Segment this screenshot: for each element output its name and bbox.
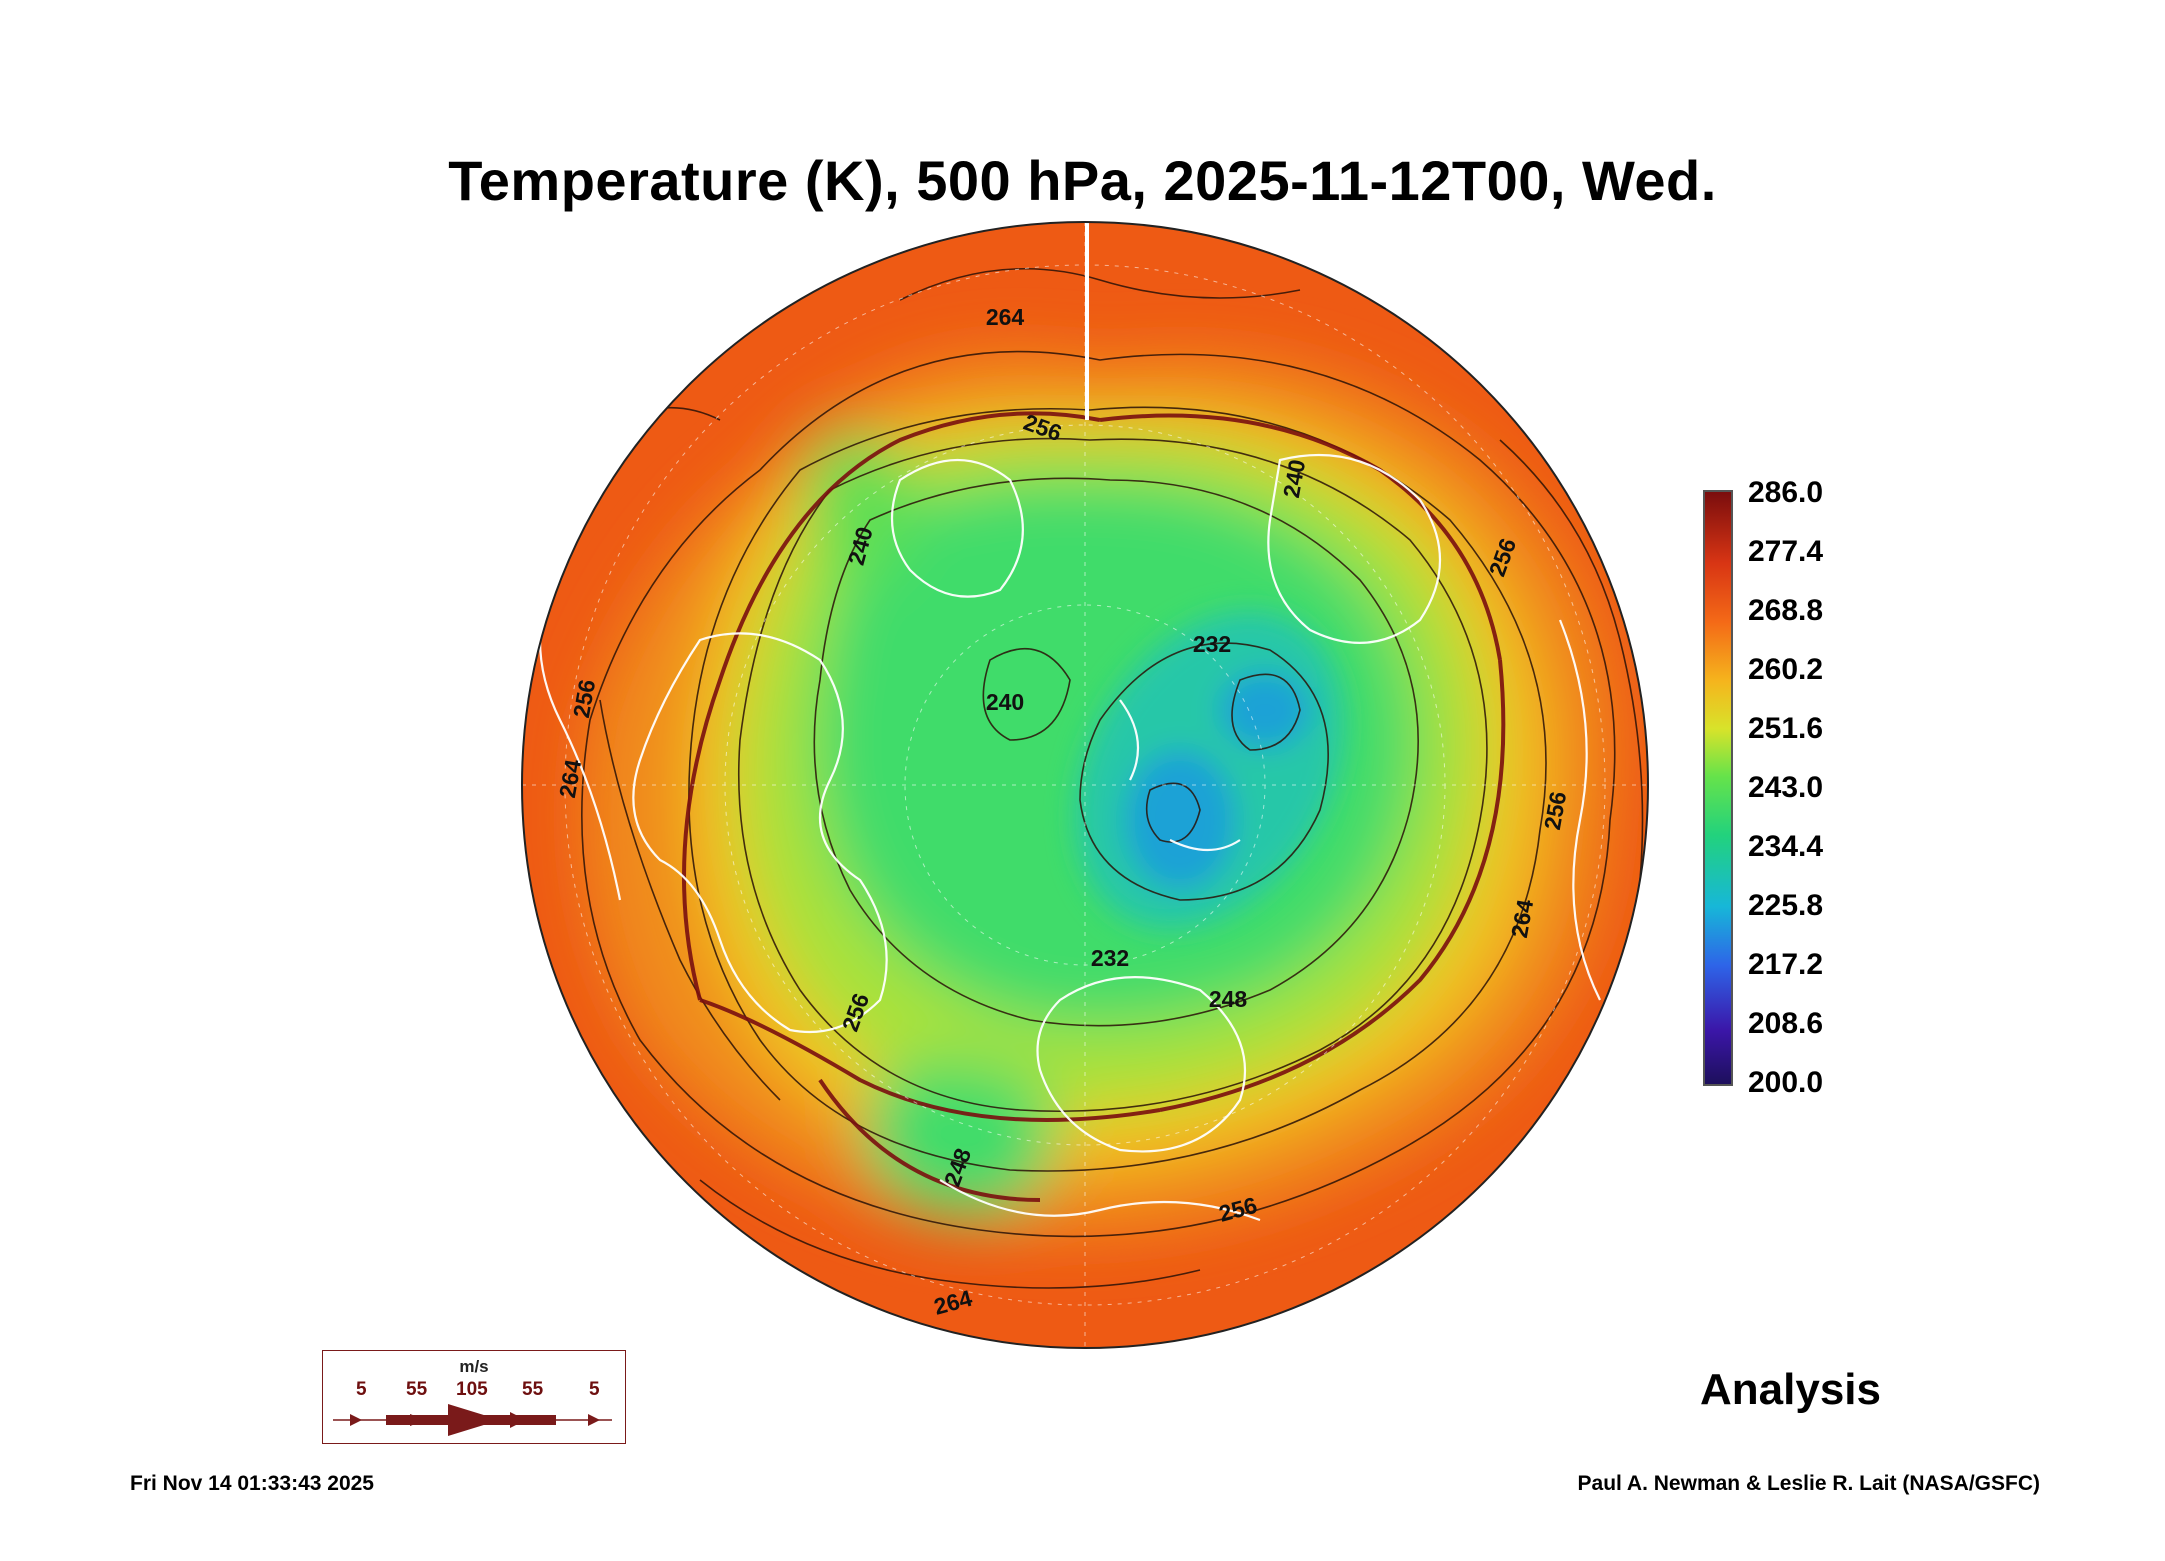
wind-legend-arrow: [333, 1404, 612, 1436]
credit: Paul A. Newman & Leslie R. Lait (NASA/GS…: [1577, 1472, 2040, 1495]
wind-legend-value: 105: [456, 1379, 488, 1400]
contour-label: 232: [1091, 945, 1129, 971]
colorbar-label: 251.6: [1748, 712, 1824, 745]
wind-legend-value: 5: [589, 1379, 600, 1400]
wind-legend-value: 55: [406, 1379, 428, 1400]
colorbar-label: 217.2: [1748, 948, 1824, 981]
coastlines: [538, 453, 1601, 1222]
contour-label: 240: [986, 689, 1024, 715]
contour-label: 264: [986, 304, 1025, 330]
map-title: Temperature (K), 500 hPa, 2025-11-12T00,…: [448, 149, 1717, 212]
colorbar-label: 243.0: [1748, 771, 1824, 804]
wind-legend: m/s 5 55 105 55 5: [322, 1350, 626, 1444]
globe-outline: [521, 221, 1649, 1349]
timestamp: Fri Nov 14 01:33:43 2025: [130, 1472, 374, 1495]
contour-label: 232: [1193, 631, 1231, 657]
cold-pool-b: [1125, 750, 1235, 890]
colorbar-label: 200.0: [1748, 1066, 1824, 1099]
colorbar-label: 277.4: [1748, 535, 1824, 568]
west-green-lobe: [806, 434, 912, 582]
colorbar-label: 268.8: [1748, 594, 1824, 627]
analysis-label: Analysis: [1700, 1365, 1881, 1414]
colorbar-label: 225.8: [1748, 889, 1824, 922]
wind-legend-value: 5: [356, 1379, 367, 1400]
colorbar-label: 286.0: [1748, 476, 1824, 509]
colorbar-label: 234.4: [1748, 830, 1824, 863]
streamlines: [682, 411, 1506, 1202]
wind-legend-value: 55: [522, 1379, 544, 1400]
contour-label: 248: [1209, 986, 1248, 1012]
temperature-field: [522, 222, 1648, 1348]
cold-pool-c: [1220, 672, 1310, 748]
colorbar-label: 260.2: [1748, 653, 1824, 686]
colorbar-label: 208.6: [1748, 1007, 1824, 1040]
wind-legend-unit: m/s: [459, 1357, 489, 1376]
colorbar: [1703, 490, 1733, 1086]
